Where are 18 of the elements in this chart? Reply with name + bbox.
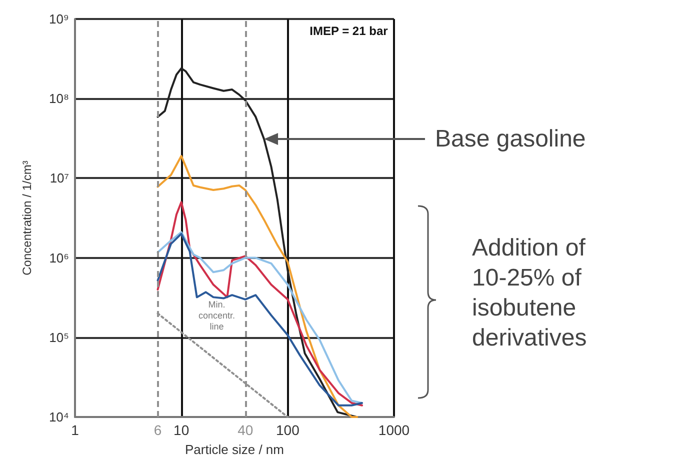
x-tick-label: 1000 [378, 422, 410, 438]
text: Base gasoline [435, 126, 586, 152]
y-axis-title: Concentration / 1/cm³ [20, 160, 34, 276]
x-axis-title: Particle size / nm [185, 442, 284, 457]
x-tick-label: 100 [276, 422, 300, 438]
y-tick-label: 10⁴ [48, 410, 69, 424]
y-tick-label: 10⁸ [49, 91, 69, 106]
ref-line-label: 6 [154, 422, 162, 438]
x-tick-label: 10 [174, 422, 190, 438]
series-label: Min. concentr. line [198, 300, 235, 332]
ref-line-label: 40 [238, 422, 254, 438]
y-tick-label: 10⁶ [49, 250, 69, 266]
annotation: IMEP = 21 bar [310, 24, 388, 38]
text: Addition of 10-25% of isobutene derivatives [472, 234, 592, 352]
x-tick-label: 1 [71, 422, 80, 438]
y-tick-label: 10⁵ [49, 330, 69, 345]
y-tick-label: 10⁹ [48, 12, 69, 26]
y-tick-label: 10⁷ [50, 170, 70, 186]
